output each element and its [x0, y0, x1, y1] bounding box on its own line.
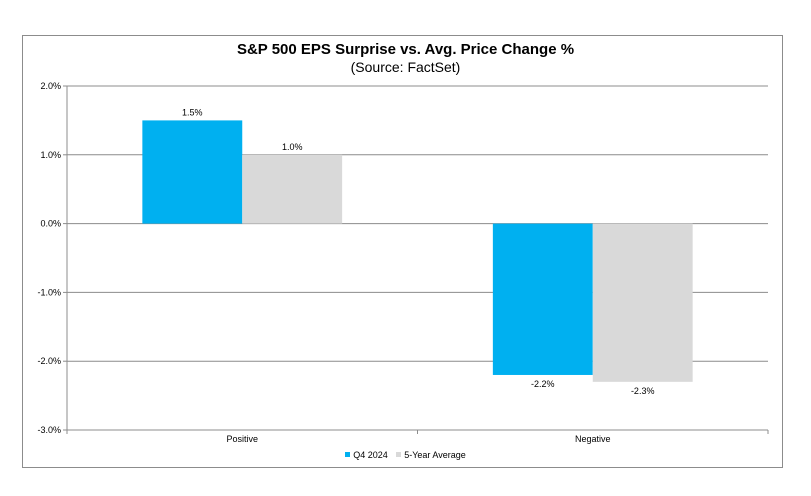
legend-swatch-q4-2024	[345, 452, 351, 457]
data-label-negative-5-year-average: -2.3%	[631, 386, 655, 396]
bar-negative-5-year-average	[592, 223, 693, 382]
chart-title-block: S&P 500 EPS Surprise vs. Avg. Price Chan…	[0, 41, 811, 76]
legend-item-5-year-average: 5-Year Average	[396, 450, 466, 460]
bar-positive-q4-2024	[142, 120, 243, 224]
y-tick-label: 2.0%	[40, 81, 61, 91]
x-tick-label-negative: Negative	[575, 434, 611, 444]
chart-title: S&P 500 EPS Surprise vs. Avg. Price Chan…	[236, 41, 575, 58]
bar-negative-q4-2024	[492, 223, 593, 375]
data-label-negative-q4-2024: -2.2%	[531, 379, 555, 389]
y-tick-label: -1.0%	[37, 287, 61, 297]
y-tick-label: 1.0%	[40, 150, 61, 160]
data-label-positive-q4-2024: 1.5%	[182, 107, 203, 117]
legend-swatch-5-year-average	[396, 452, 402, 457]
legend: Q4 2024 5-Year Average	[0, 449, 811, 460]
y-tick-label: -2.0%	[37, 356, 61, 366]
legend-label-q4-2024: Q4 2024	[353, 449, 388, 460]
legend-label-5-year-average: 5-Year Average	[404, 449, 466, 460]
bar-positive-5-year-average	[242, 154, 343, 224]
data-label-positive-5-year-average: 1.0%	[282, 142, 303, 152]
legend-item-q4-2024: Q4 2024	[345, 450, 388, 460]
y-tick-label: 0.0%	[40, 219, 61, 229]
chart-subtitle: (Source: FactSet)	[350, 59, 461, 75]
y-tick-label: -3.0%	[37, 425, 61, 435]
x-tick-label-positive: Positive	[226, 434, 258, 444]
